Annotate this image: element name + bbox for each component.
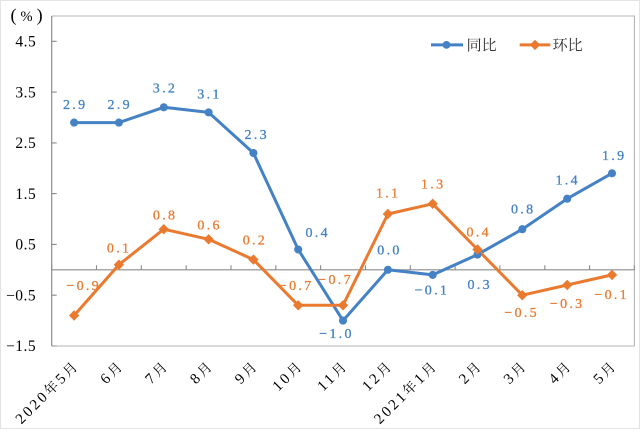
svg-text:3.1: 3.1	[197, 88, 221, 103]
svg-text:0.8: 0.8	[153, 209, 177, 224]
svg-text:2.3: 2.3	[244, 128, 268, 143]
svg-text:−0.1: −0.1	[594, 288, 629, 303]
svg-text:4.5: 4.5	[15, 34, 36, 51]
svg-text:2.9: 2.9	[63, 98, 87, 113]
svg-text:1.1: 1.1	[376, 187, 400, 202]
svg-text:−0.5: −0.5	[6, 287, 36, 304]
svg-text:1.9: 1.9	[602, 149, 626, 164]
svg-text:−0.1: −0.1	[415, 284, 450, 299]
svg-text:−0.5: −0.5	[504, 306, 539, 321]
svg-text:2.5: 2.5	[15, 135, 36, 152]
svg-text:−1.0: −1.0	[319, 327, 354, 342]
svg-text:−0.7: −0.7	[318, 273, 353, 288]
svg-text:−0.7: −0.7	[279, 279, 314, 294]
svg-text:0.5: 0.5	[15, 237, 36, 254]
svg-text:0.0: 0.0	[377, 244, 401, 259]
svg-text:(%): (%)	[11, 5, 47, 26]
svg-text:2.9: 2.9	[107, 98, 131, 113]
svg-text:0.1: 0.1	[107, 242, 131, 257]
svg-text:0.2: 0.2	[243, 234, 267, 249]
svg-text:3.5: 3.5	[15, 84, 36, 101]
svg-text:0.3: 0.3	[467, 278, 491, 293]
svg-text:−0.3: −0.3	[550, 297, 585, 312]
svg-text:3.2: 3.2	[153, 82, 177, 97]
svg-text:1.3: 1.3	[421, 178, 445, 193]
svg-text:0.6: 0.6	[197, 218, 221, 233]
svg-text:0.8: 0.8	[511, 203, 535, 218]
svg-text:−1.5: −1.5	[6, 338, 36, 355]
svg-text:1.5: 1.5	[15, 186, 36, 203]
svg-text:0.4: 0.4	[305, 226, 329, 241]
svg-text:1.4: 1.4	[555, 174, 579, 189]
svg-text:−0.9: −0.9	[66, 279, 101, 294]
svg-text:0.4: 0.4	[466, 226, 490, 241]
